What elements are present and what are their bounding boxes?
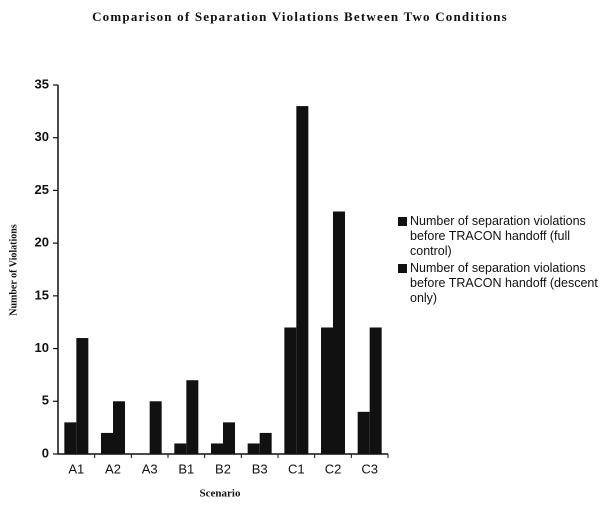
- y-axis-label: Number of Violations: [8, 224, 19, 316]
- chart-title: Comparison of Separation Violations Betw…: [92, 9, 508, 24]
- y-tick-label: 0: [42, 445, 49, 460]
- y-tick-label: 5: [42, 393, 49, 408]
- bar: [284, 327, 297, 454]
- bar: [186, 380, 199, 454]
- bar: [321, 327, 333, 454]
- x-tick-label: B2: [215, 461, 231, 476]
- legend-item: Number of separation violations before T…: [398, 261, 598, 306]
- y-tick-label: 30: [35, 129, 49, 144]
- bar: [296, 106, 309, 454]
- x-tick-label: A1: [68, 461, 84, 476]
- x-tick-label: C3: [361, 461, 378, 476]
- y-tick-label: 10: [35, 340, 49, 355]
- bar: [64, 422, 77, 454]
- bar: [333, 211, 345, 454]
- y-tick-label: 15: [35, 287, 49, 302]
- x-tick-label: A2: [105, 461, 121, 476]
- bar: [259, 432, 272, 454]
- y-tick-label: 25: [35, 182, 49, 197]
- bar: [174, 443, 187, 454]
- bar: [113, 401, 125, 454]
- bar: [223, 422, 235, 454]
- bar: [101, 432, 113, 454]
- bar: [247, 443, 260, 454]
- x-tick-label: B1: [178, 461, 194, 476]
- legend-label: Number of separation violations before T…: [410, 214, 586, 258]
- legend: Number of separation violations before T…: [398, 214, 598, 308]
- bar: [76, 338, 89, 454]
- legend-swatch: [398, 264, 407, 273]
- bar: [149, 401, 162, 454]
- legend-item: Number of separation violations before T…: [398, 214, 598, 259]
- y-tick-label: 20: [35, 235, 49, 250]
- x-tick-label: A3: [142, 461, 158, 476]
- bar: [357, 411, 370, 454]
- x-tick-label: C2: [325, 461, 342, 476]
- x-tick-label: C1: [288, 461, 305, 476]
- x-axis-label: Scenario: [200, 488, 241, 500]
- bar: [369, 327, 382, 454]
- y-tick-label: 35: [35, 76, 49, 91]
- legend-swatch: [398, 217, 407, 226]
- legend-label: Number of separation violations before T…: [410, 261, 598, 305]
- x-tick-label: B3: [252, 461, 268, 476]
- bar: [211, 443, 223, 454]
